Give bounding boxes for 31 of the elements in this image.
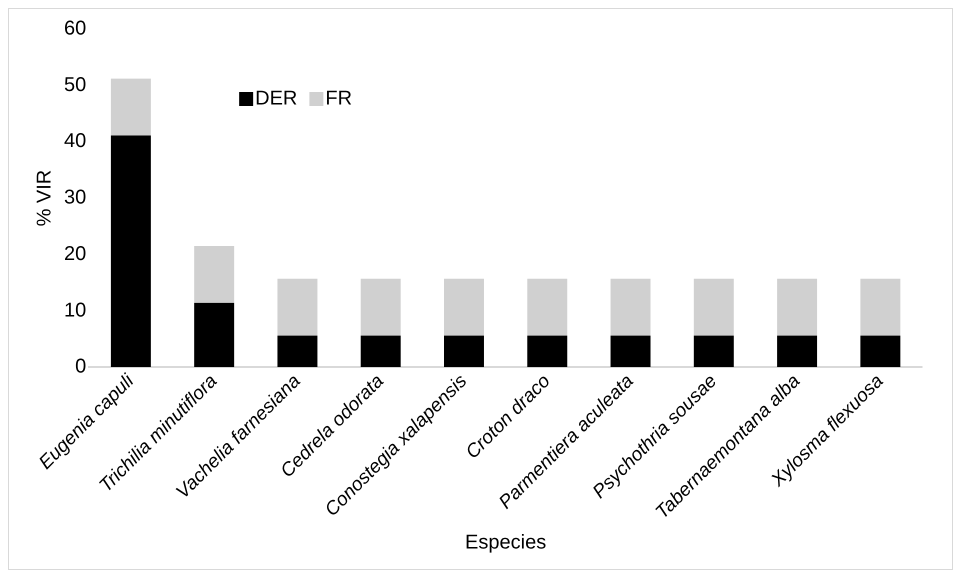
y-tick-label: 40 — [64, 130, 86, 152]
bar — [860, 278, 900, 336]
bar — [277, 278, 318, 336]
bar — [444, 336, 484, 368]
legend-label: FR — [325, 88, 352, 110]
bar — [860, 336, 900, 368]
y-tick-label: 0 — [75, 356, 86, 378]
legend-label: DER — [255, 88, 298, 110]
bar — [610, 336, 651, 368]
bar — [277, 336, 318, 368]
bar — [444, 278, 484, 336]
bar — [527, 278, 568, 336]
bar — [610, 278, 651, 336]
bar — [694, 336, 734, 368]
bar — [777, 336, 818, 368]
bar — [360, 278, 401, 336]
bar — [777, 278, 818, 336]
bar — [194, 302, 234, 368]
bar — [194, 246, 234, 303]
bar — [694, 278, 734, 336]
y-tick-label: 50 — [64, 74, 86, 96]
bar — [527, 336, 568, 368]
bar — [110, 78, 151, 136]
y-axis-title: % VIR — [34, 170, 56, 226]
y-tick-label: 30 — [64, 186, 86, 209]
y-tick-label: 60 — [64, 18, 86, 40]
bar — [110, 136, 151, 368]
x-axis-title: Especies — [465, 532, 546, 554]
bar — [360, 336, 401, 368]
y-tick-label: 10 — [64, 299, 86, 322]
y-tick-label: 20 — [64, 242, 86, 265]
